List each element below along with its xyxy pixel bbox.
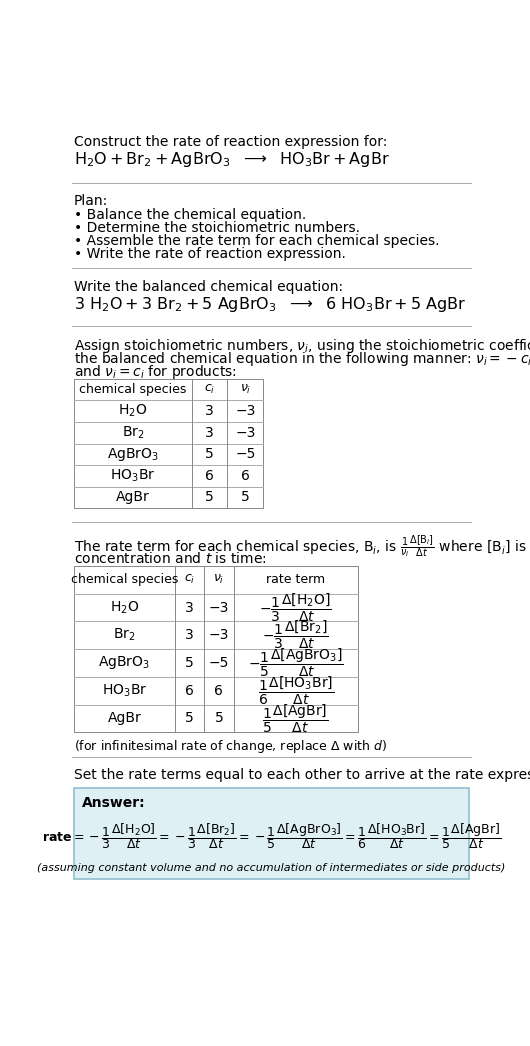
Text: chemical species: chemical species	[70, 573, 178, 587]
Text: 6: 6	[215, 684, 223, 698]
Text: $\mathrm{H_2O + Br_2 + AgBrO_3}$  $\longrightarrow$  $\mathrm{HO_3Br + AgBr}$: $\mathrm{H_2O + Br_2 + AgBrO_3}$ $\longr…	[74, 151, 390, 169]
Text: 5: 5	[185, 711, 194, 726]
Text: $-\dfrac{1}{5}\dfrac{\Delta[\mathrm{AgBrO_3}]}{\Delta t}$: $-\dfrac{1}{5}\dfrac{\Delta[\mathrm{AgBr…	[248, 646, 343, 679]
Text: $\dfrac{1}{6}\dfrac{\Delta[\mathrm{HO_3Br}]}{\Delta t}$: $\dfrac{1}{6}\dfrac{\Delta[\mathrm{HO_3B…	[258, 675, 334, 707]
Text: $\mathbf{rate} = -\dfrac{1}{3}\dfrac{\Delta[\mathrm{H_2O}]}{\Delta t} = -\dfrac{: $\mathbf{rate} = -\dfrac{1}{3}\dfrac{\De…	[42, 821, 501, 850]
Text: Set the rate terms equal to each other to arrive at the rate expression:: Set the rate terms equal to each other t…	[74, 769, 530, 782]
Text: 3: 3	[185, 629, 194, 642]
Text: AgBrO$_3$: AgBrO$_3$	[99, 655, 151, 672]
Text: 5: 5	[215, 711, 223, 726]
Text: $-\dfrac{1}{3}\dfrac{\Delta[\mathrm{Br_2}]}{\Delta t}$: $-\dfrac{1}{3}\dfrac{\Delta[\mathrm{Br_2…	[262, 619, 329, 652]
Text: chemical species: chemical species	[79, 383, 187, 396]
Text: $\nu_i$: $\nu_i$	[240, 383, 251, 396]
Text: 6: 6	[205, 469, 214, 483]
Text: 3: 3	[185, 600, 194, 615]
Text: 3: 3	[205, 404, 214, 418]
Text: H$_2$O: H$_2$O	[110, 599, 139, 616]
Text: Answer:: Answer:	[82, 796, 145, 811]
Text: • Assemble the rate term for each chemical species.: • Assemble the rate term for each chemic…	[74, 234, 439, 248]
Text: the balanced chemical equation in the following manner: $\nu_i = -c_i$ for react: the balanced chemical equation in the fo…	[74, 350, 530, 368]
Text: $\nu_i$: $\nu_i$	[213, 573, 225, 587]
Text: HO$_3$Br: HO$_3$Br	[110, 468, 156, 484]
Text: 5: 5	[185, 656, 194, 670]
Text: • Determine the stoichiometric numbers.: • Determine the stoichiometric numbers.	[74, 221, 360, 235]
Text: 5: 5	[241, 491, 250, 504]
Text: −3: −3	[235, 404, 255, 418]
Text: Br$_2$: Br$_2$	[113, 627, 136, 643]
Text: rate term: rate term	[266, 573, 325, 587]
Text: and $\nu_i = c_i$ for products:: and $\nu_i = c_i$ for products:	[74, 363, 237, 382]
Text: AgBrO$_3$: AgBrO$_3$	[107, 446, 159, 462]
Text: 6: 6	[185, 684, 194, 698]
Text: • Write the rate of reaction expression.: • Write the rate of reaction expression.	[74, 247, 346, 262]
Text: −3: −3	[235, 426, 255, 439]
Text: $c_i$: $c_i$	[184, 573, 195, 587]
Text: HO$_3$Br: HO$_3$Br	[102, 682, 147, 699]
Text: • Balance the chemical equation.: • Balance the chemical equation.	[74, 208, 306, 222]
Text: Plan:: Plan:	[74, 195, 108, 208]
Text: −3: −3	[209, 629, 229, 642]
Text: Write the balanced chemical equation:: Write the balanced chemical equation:	[74, 279, 343, 294]
Text: $-\dfrac{1}{3}\dfrac{\Delta[\mathrm{H_2O}]}{\Delta t}$: $-\dfrac{1}{3}\dfrac{\Delta[\mathrm{H_2O…	[259, 591, 332, 623]
Text: Construct the rate of reaction expression for:: Construct the rate of reaction expressio…	[74, 135, 387, 149]
Text: 3: 3	[205, 426, 214, 439]
Text: AgBr: AgBr	[108, 711, 142, 726]
Text: H$_2$O: H$_2$O	[118, 403, 147, 419]
Text: $\dfrac{1}{5}\dfrac{\Delta[\mathrm{AgBr}]}{\Delta t}$: $\dfrac{1}{5}\dfrac{\Delta[\mathrm{AgBr}…	[262, 702, 329, 734]
Text: −3: −3	[209, 600, 229, 615]
Text: concentration and $t$ is time:: concentration and $t$ is time:	[74, 550, 267, 566]
Text: $c_i$: $c_i$	[204, 383, 215, 396]
FancyBboxPatch shape	[74, 789, 469, 880]
Text: The rate term for each chemical species, B$_i$, is $\frac{1}{\nu_i}\frac{\Delta[: The rate term for each chemical species,…	[74, 533, 530, 560]
Text: AgBr: AgBr	[116, 491, 150, 504]
Text: 5: 5	[205, 448, 214, 461]
Text: $\mathrm{3\ H_2O + 3\ Br_2 + 5\ AgBrO_3}$  $\longrightarrow$  $\mathrm{6\ HO_3Br: $\mathrm{3\ H_2O + 3\ Br_2 + 5\ AgBrO_3}…	[74, 295, 466, 314]
Text: (for infinitesimal rate of change, replace Δ with $d$): (for infinitesimal rate of change, repla…	[74, 738, 387, 755]
Text: Br$_2$: Br$_2$	[121, 425, 144, 441]
Text: 5: 5	[205, 491, 214, 504]
Bar	[74, 379, 263, 508]
Text: −5: −5	[209, 656, 229, 670]
Text: −5: −5	[235, 448, 255, 461]
Text: (assuming constant volume and no accumulation of intermediates or side products): (assuming constant volume and no accumul…	[38, 863, 506, 873]
Text: Assign stoichiometric numbers, $\nu_i$, using the stoichiometric coefficients, $: Assign stoichiometric numbers, $\nu_i$, …	[74, 337, 530, 356]
Bar	[74, 566, 358, 732]
Text: 6: 6	[241, 469, 250, 483]
